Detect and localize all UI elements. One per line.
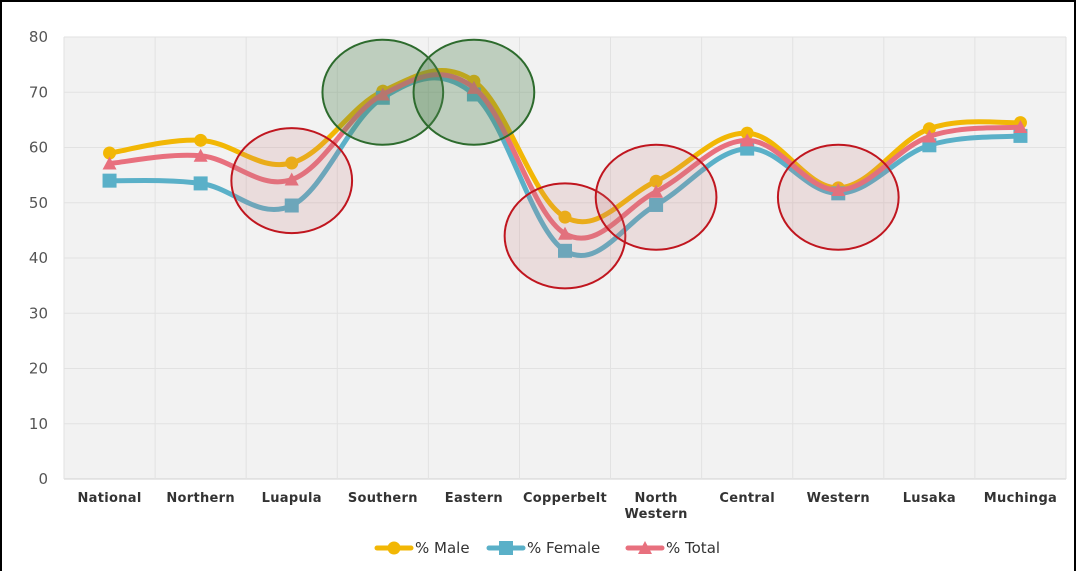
data-point-marker [375,87,390,101]
data-point-marker [831,183,846,197]
data-point-marker [558,243,572,258]
x-tick-label: Muchinga [984,491,1057,506]
legend-label: % Male [415,539,470,557]
annotation-group [230,38,900,290]
legend-label: % Female [527,539,600,557]
data-point-marker [922,122,936,136]
y-tick-label: 80 [29,28,48,46]
data-point-marker [558,210,572,224]
data-point-marker [284,198,299,213]
legend: % Male % Female % Total [374,539,720,557]
legend-marker [499,541,513,555]
series-3 [102,72,1028,241]
y-tick-label: 20 [29,360,48,378]
data-point-marker [466,80,481,94]
y-tick-label: 40 [29,249,48,267]
y-tick-label: 60 [29,139,48,157]
x-tick-label: Luapula [262,491,322,506]
data-point-marker [1013,120,1028,134]
data-point-marker [193,148,208,162]
data-point-marker [193,176,208,191]
legend-marker [638,541,652,554]
legend-marker [387,541,401,555]
data-point-marker [194,133,208,147]
legend-item: % Total [625,539,720,557]
y-tick-label: 50 [29,194,48,212]
data-point-marker [649,174,663,188]
data-point-marker [285,156,299,170]
x-tick-label: Southern [348,491,418,506]
x-tick-label: Eastern [445,491,503,506]
data-point-marker [102,156,117,170]
data-point-marker [102,173,117,188]
highlight-ellipse-red [503,182,627,290]
x-tick-label: National [77,491,141,506]
y-tick-label: 30 [29,304,48,322]
x-tick-label: North Western [624,491,687,522]
data-point-marker [740,133,755,147]
highlight-ellipse-red [776,143,900,251]
legend-item: % Male [374,539,470,557]
y-axis-ticks: 0 10 20 30 40 50 60 70 80 [29,28,48,488]
x-tick-label: Copperbelt [523,491,607,506]
highlight-ellipse-green [321,38,445,146]
x-tick-label: Western [807,491,870,506]
data-point-marker [740,126,754,140]
y-tick-label: 0 [38,470,48,488]
highlight-ellipse-red [230,127,354,235]
data-point-marker [103,146,117,160]
highlight-ellipse-red [594,143,718,251]
data-point-marker [558,226,572,240]
series-group [102,67,1028,259]
data-point-marker [649,184,664,198]
legend-label: % Total [666,539,720,557]
data-point-marker [284,172,299,186]
x-tick-label: Central [719,491,775,506]
highlight-ellipse-green [412,38,536,146]
x-tick-label: Lusaka [903,491,956,506]
x-tick-label: Northern [166,491,235,506]
legend-item: % Female [486,539,600,557]
data-point-marker [649,197,664,212]
y-tick-label: 10 [29,415,48,433]
x-axis-categories: National Northern Luapula Southern Eastern Co… [77,491,1057,522]
y-tick-label: 70 [29,83,48,101]
data-point-marker [922,129,937,143]
